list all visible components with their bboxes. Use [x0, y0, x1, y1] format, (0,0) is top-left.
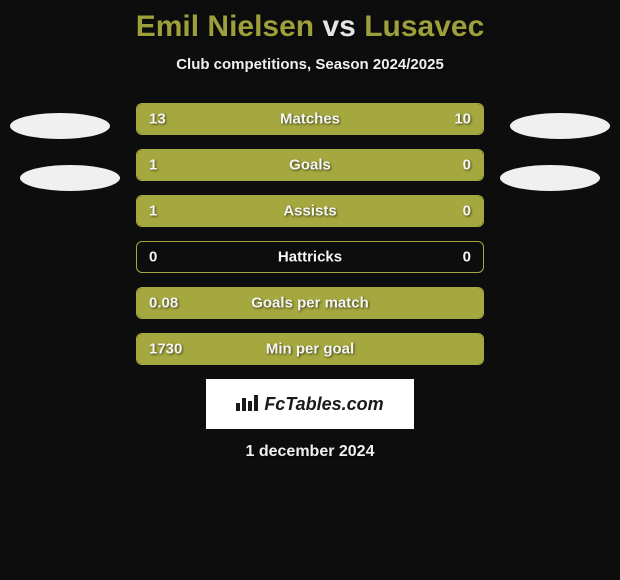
- player2-badge-top: [510, 113, 610, 139]
- stat-row: 0.08 Goals per match: [136, 287, 484, 319]
- player1-badge-top: [10, 113, 110, 139]
- stat-label: Matches: [280, 111, 340, 128]
- stat-rows: 13 Matches 10 1 Goals 0 1 Assists 0 0 Hattricks 0 0.…: [136, 103, 484, 365]
- title-player2: Lusavec: [364, 10, 484, 43]
- comparison-container: Emil Nielsen vs Lusavec Club competition…: [0, 0, 620, 580]
- subtitle: Club competitions, Season 2024/2025: [0, 56, 620, 73]
- stat-bar-left: [137, 150, 400, 180]
- stat-label: Goals: [289, 157, 331, 174]
- footer-logo: FcTables.com: [206, 379, 414, 429]
- stat-value-left: 1: [149, 157, 157, 174]
- stat-row: 13 Matches 10: [136, 103, 484, 135]
- stat-value-left: 1: [149, 203, 157, 220]
- stat-value-right: 0: [463, 157, 471, 174]
- title-player1: Emil Nielsen: [136, 10, 314, 43]
- player1-badge-bottom: [20, 165, 120, 191]
- stat-value-left: 13: [149, 111, 166, 128]
- stat-value-right: 10: [454, 111, 471, 128]
- stat-row: 1 Goals 0: [136, 149, 484, 181]
- stat-bar-left: [137, 196, 400, 226]
- stat-value-right: 0: [463, 203, 471, 220]
- stat-value-left: 1730: [149, 341, 182, 358]
- stat-label: Assists: [283, 203, 336, 220]
- stats-area: 13 Matches 10 1 Goals 0 1 Assists 0 0 Hattricks 0 0.…: [0, 103, 620, 365]
- footer-logo-text: FcTables.com: [264, 394, 383, 415]
- page-title: Emil Nielsen vs Lusavec: [0, 10, 620, 44]
- stat-label: Hattricks: [278, 249, 342, 266]
- stat-row: 1 Assists 0: [136, 195, 484, 227]
- stat-row: 0 Hattricks 0: [136, 241, 484, 273]
- title-vs: vs: [322, 10, 355, 43]
- stat-value-left: 0.08: [149, 295, 178, 312]
- footer-date: 1 december 2024: [0, 443, 620, 461]
- stat-value-right: 0: [463, 249, 471, 266]
- stat-row: 1730 Min per goal: [136, 333, 484, 365]
- stat-value-left: 0: [149, 249, 157, 266]
- player2-badge-bottom: [500, 165, 600, 191]
- stat-label: Min per goal: [266, 341, 354, 358]
- stat-label: Goals per match: [251, 295, 369, 312]
- bar-chart-icon: [236, 393, 258, 416]
